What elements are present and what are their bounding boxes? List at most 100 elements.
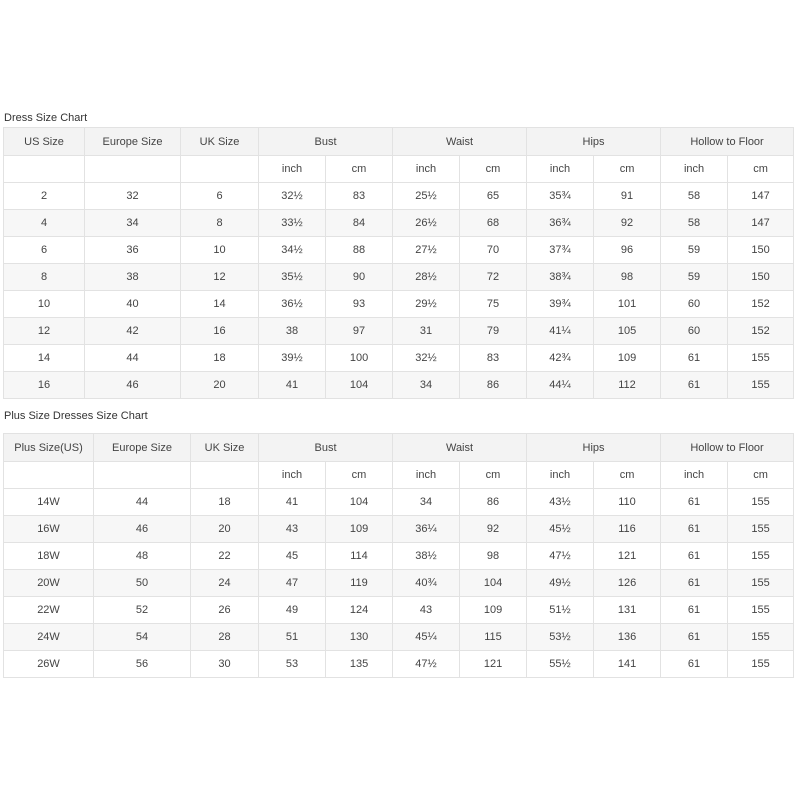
table-cell: 35¾ — [526, 182, 595, 210]
table-cell: 126 — [593, 569, 662, 597]
table-cell: 61 — [660, 371, 729, 399]
table-cell: 155 — [727, 650, 795, 678]
table-cell: 61 — [660, 344, 729, 372]
table-cell: 86 — [459, 488, 528, 516]
table-cell: 38¾ — [526, 263, 595, 291]
table-cell: 150 — [727, 236, 795, 264]
table-cell: 4 — [3, 209, 85, 237]
table-cell: 14 — [3, 344, 85, 372]
table-cell: 14W — [3, 488, 94, 516]
table-cell: 18 — [180, 344, 259, 372]
table-row: 4 34 8 33½ 84 26½ 68 36¾ 92 58 147 — [3, 209, 795, 237]
table-cell: 155 — [727, 623, 795, 651]
table-row: 22W 52 26 49 124 43 109 51½ 131 61 155 — [3, 596, 795, 624]
table-cell: 42 — [84, 317, 181, 345]
table-row: 12 42 16 38 97 31 79 41¼ 105 60 152 — [3, 317, 795, 345]
table-cell: 65 — [459, 182, 528, 210]
table-row: 6 36 10 34½ 88 27½ 70 37¾ 96 59 150 — [3, 236, 795, 264]
table-cell: 50 — [93, 569, 191, 597]
table-cell: 12 — [3, 317, 85, 345]
column-header: Hollow to Floor — [660, 433, 795, 462]
table-cell: 32½ — [392, 344, 461, 372]
table-cell: 152 — [727, 290, 795, 318]
table-row: 26W 56 30 53 135 47½ 121 55½ 141 61 155 — [3, 650, 795, 678]
table-cell: 28½ — [392, 263, 461, 291]
column-header: Europe Size — [84, 127, 181, 156]
table-cell: 155 — [727, 515, 795, 543]
table-cell: 26W — [3, 650, 94, 678]
table-cell: 61 — [660, 569, 729, 597]
table-cell: 61 — [660, 623, 729, 651]
table-cell: 41 — [258, 488, 326, 516]
table-cell: 42¾ — [526, 344, 595, 372]
column-header: UK Size — [180, 127, 259, 156]
plus-size-chart-title: Plus Size Dresses Size Chart — [4, 410, 148, 422]
table-cell: 130 — [324, 623, 394, 651]
table-cell: 109 — [459, 596, 528, 624]
table-cell: 72 — [459, 263, 528, 291]
table-cell: 43 — [392, 596, 461, 624]
table-cell: 16 — [180, 317, 259, 345]
table-cell: 45¼ — [392, 623, 461, 651]
table-cell: 51½ — [526, 596, 595, 624]
column-header: US Size — [3, 127, 85, 156]
empty-cell — [93, 461, 191, 489]
table-cell: 155 — [727, 371, 795, 399]
table-cell: 135 — [324, 650, 394, 678]
table-cell: 83 — [459, 344, 528, 372]
table-cell: 34 — [84, 209, 181, 237]
table-cell: 8 — [180, 209, 259, 237]
table-cell: 155 — [727, 569, 795, 597]
table-cell: 46 — [84, 371, 181, 399]
table-cell: 54 — [93, 623, 191, 651]
column-header: Hips — [526, 433, 662, 462]
table-cell: 41¼ — [526, 317, 595, 345]
table-cell: 39¾ — [526, 290, 595, 318]
table-cell: 61 — [660, 596, 729, 624]
table-cell: 6 — [3, 236, 85, 264]
table-row: 16 46 20 41 104 34 86 44¼ 112 61 155 — [3, 371, 795, 399]
table-cell: 2 — [3, 182, 85, 210]
table-cell: 58 — [660, 182, 729, 210]
table-cell: 68 — [459, 209, 528, 237]
unit-header: cm — [593, 155, 662, 183]
table-cell: 84 — [324, 209, 394, 237]
table-cell: 124 — [324, 596, 394, 624]
table-cell: 91 — [593, 182, 662, 210]
table-cell: 45½ — [526, 515, 595, 543]
table-cell: 48 — [93, 542, 191, 570]
table-cell: 147 — [727, 209, 795, 237]
empty-cell — [84, 155, 181, 183]
table-cell: 53 — [258, 650, 326, 678]
table-cell: 155 — [727, 488, 795, 516]
unit-header: inch — [392, 155, 461, 183]
table-cell: 43 — [258, 515, 326, 543]
table-cell: 14 — [180, 290, 259, 318]
table-cell: 43½ — [526, 488, 595, 516]
table-cell: 83 — [324, 182, 394, 210]
table-cell: 44 — [93, 488, 191, 516]
table-cell: 104 — [324, 371, 394, 399]
table-cell: 39½ — [258, 344, 326, 372]
table-cell: 100 — [324, 344, 394, 372]
unit-header: inch — [526, 461, 595, 489]
table-cell: 47½ — [392, 650, 461, 678]
column-header: Plus Size(US) — [3, 433, 94, 462]
subheader-row: inch cm inch cm inch cm inch cm — [3, 155, 795, 183]
table-cell: 32 — [84, 182, 181, 210]
column-header: Bust — [257, 433, 394, 462]
table-cell: 20W — [3, 569, 94, 597]
table-cell: 55½ — [526, 650, 595, 678]
dress-size-table: US Size Europe Size UK Size Bust Waist Hips Ho… — [3, 127, 795, 399]
table-cell: 114 — [324, 542, 394, 570]
table-row: 20W 50 24 47 119 40¾ 104 49½ 126 61 155 — [3, 569, 795, 597]
column-header: Bust — [257, 127, 394, 156]
table-cell: 52 — [93, 596, 191, 624]
table-cell: 45 — [258, 542, 326, 570]
table-cell: 141 — [593, 650, 662, 678]
table-cell: 116 — [593, 515, 662, 543]
table-cell: 24W — [3, 623, 94, 651]
unit-header: inch — [526, 155, 595, 183]
table-cell: 31 — [392, 317, 461, 345]
column-header: Hollow to Floor — [660, 127, 795, 156]
